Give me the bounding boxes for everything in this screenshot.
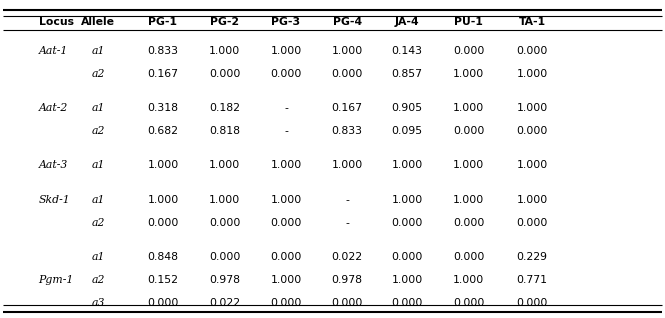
Text: Skd-1: Skd-1 <box>39 195 70 205</box>
Text: -: - <box>284 126 288 136</box>
Text: 1.000: 1.000 <box>454 69 484 79</box>
Text: 0.978: 0.978 <box>332 275 362 285</box>
Text: 0.143: 0.143 <box>392 46 422 56</box>
Text: 1.000: 1.000 <box>209 160 240 170</box>
Text: 1.000: 1.000 <box>148 160 178 170</box>
Text: 0.229: 0.229 <box>517 252 547 262</box>
Text: 0.000: 0.000 <box>209 69 241 79</box>
Text: 1.000: 1.000 <box>517 103 547 113</box>
Text: 0.833: 0.833 <box>148 46 178 56</box>
Text: Aat-1: Aat-1 <box>39 46 68 56</box>
Text: PG-3: PG-3 <box>271 17 301 27</box>
Text: 0.000: 0.000 <box>331 298 363 308</box>
Text: -: - <box>345 218 349 228</box>
Text: a2: a2 <box>92 275 105 285</box>
Text: 0.833: 0.833 <box>332 126 362 136</box>
Text: 0.848: 0.848 <box>148 252 178 262</box>
Text: PG-4: PG-4 <box>332 17 362 27</box>
Text: 1.000: 1.000 <box>332 160 362 170</box>
Text: 1.000: 1.000 <box>517 160 547 170</box>
Text: a1: a1 <box>92 252 105 262</box>
Text: 1.000: 1.000 <box>209 195 240 205</box>
Text: 0.000: 0.000 <box>270 69 302 79</box>
Text: 1.000: 1.000 <box>271 46 301 56</box>
Text: 1.000: 1.000 <box>271 195 301 205</box>
Text: 1.000: 1.000 <box>148 195 178 205</box>
Text: 1.000: 1.000 <box>392 160 422 170</box>
Text: 1.000: 1.000 <box>454 103 484 113</box>
Text: 0.000: 0.000 <box>453 298 485 308</box>
Text: 1.000: 1.000 <box>392 195 422 205</box>
Text: 0.000: 0.000 <box>453 252 485 262</box>
Text: 0.978: 0.978 <box>209 275 240 285</box>
Text: a1: a1 <box>92 160 105 170</box>
Text: Aat-3: Aat-3 <box>39 160 68 170</box>
Text: 0.318: 0.318 <box>148 103 178 113</box>
Text: 0.000: 0.000 <box>391 218 423 228</box>
Text: 0.000: 0.000 <box>331 69 363 79</box>
Text: 0.000: 0.000 <box>270 252 302 262</box>
Text: 1.000: 1.000 <box>454 160 484 170</box>
Text: 1.000: 1.000 <box>271 275 301 285</box>
Text: 0.167: 0.167 <box>148 69 178 79</box>
Text: a1: a1 <box>92 103 105 113</box>
Text: 0.000: 0.000 <box>516 126 548 136</box>
Text: 1.000: 1.000 <box>454 275 484 285</box>
Text: 0.000: 0.000 <box>209 252 241 262</box>
Text: PG-1: PG-1 <box>148 17 178 27</box>
Text: 0.000: 0.000 <box>270 218 302 228</box>
Text: PU-1: PU-1 <box>454 17 483 27</box>
Text: 0.022: 0.022 <box>332 252 362 262</box>
Text: 0.857: 0.857 <box>392 69 422 79</box>
Text: 1.000: 1.000 <box>392 275 422 285</box>
Text: a2: a2 <box>92 218 105 228</box>
Text: JA-4: JA-4 <box>394 17 420 27</box>
Text: 0.000: 0.000 <box>147 298 179 308</box>
Text: 0.000: 0.000 <box>516 218 548 228</box>
Text: 0.000: 0.000 <box>453 218 485 228</box>
Text: PG-2: PG-2 <box>210 17 239 27</box>
Text: 0.818: 0.818 <box>209 126 240 136</box>
Text: Allele: Allele <box>81 17 116 27</box>
Text: 0.905: 0.905 <box>392 103 422 113</box>
Text: 0.771: 0.771 <box>517 275 547 285</box>
Text: 0.000: 0.000 <box>147 218 179 228</box>
Text: Pgm-1: Pgm-1 <box>39 275 74 285</box>
Text: 1.000: 1.000 <box>517 69 547 79</box>
Text: 0.000: 0.000 <box>516 46 548 56</box>
Text: 0.000: 0.000 <box>453 126 485 136</box>
Text: a2: a2 <box>92 126 105 136</box>
Text: 1.000: 1.000 <box>332 46 362 56</box>
Text: TA-1: TA-1 <box>519 17 545 27</box>
Text: 0.182: 0.182 <box>209 103 240 113</box>
Text: 0.167: 0.167 <box>332 103 362 113</box>
Text: 0.022: 0.022 <box>209 298 240 308</box>
Text: 0.000: 0.000 <box>391 252 423 262</box>
Text: -: - <box>284 103 288 113</box>
Text: 1.000: 1.000 <box>209 46 240 56</box>
Text: 1.000: 1.000 <box>271 160 301 170</box>
Text: a1: a1 <box>92 195 105 205</box>
Text: 0.000: 0.000 <box>453 46 485 56</box>
Text: Aat-2: Aat-2 <box>39 103 68 113</box>
Text: a3: a3 <box>92 298 105 308</box>
Text: 0.682: 0.682 <box>148 126 178 136</box>
Text: 0.000: 0.000 <box>516 298 548 308</box>
Text: 0.095: 0.095 <box>392 126 422 136</box>
Text: 0.000: 0.000 <box>209 218 241 228</box>
Text: a1: a1 <box>92 46 105 56</box>
Text: -: - <box>345 195 349 205</box>
Text: 1.000: 1.000 <box>454 195 484 205</box>
Text: 1.000: 1.000 <box>517 195 547 205</box>
Text: 0.000: 0.000 <box>270 298 302 308</box>
Text: Locus: Locus <box>39 17 74 27</box>
Text: 0.000: 0.000 <box>391 298 423 308</box>
Text: a2: a2 <box>92 69 105 79</box>
Text: 0.152: 0.152 <box>148 275 178 285</box>
